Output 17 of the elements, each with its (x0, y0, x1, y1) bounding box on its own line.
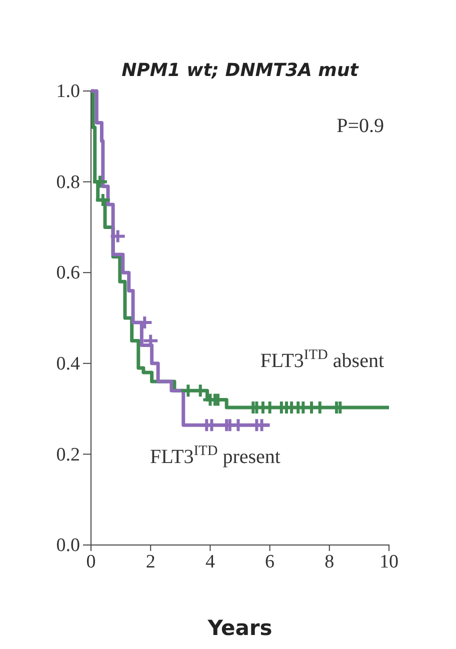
y-tick-label: 0.8 (56, 172, 80, 193)
x-axis-title: Years (206, 616, 272, 640)
x-tick-label: 6 (265, 551, 275, 572)
x-tick-label: 0 (86, 551, 96, 572)
chart-title: NPM1 wt; DNMT3A mut (122, 60, 360, 81)
x-tick-label: 2 (146, 551, 156, 572)
y-tick-label: 0.6 (56, 262, 80, 284)
annotation: P=0.9 (336, 115, 384, 137)
x-tick-label: 10 (380, 551, 398, 572)
y-tick-label: 0.2 (56, 444, 80, 466)
y-tick-label: 0.4 (56, 353, 80, 374)
y-tick-label: 1.0 (56, 81, 80, 102)
annotation: FLT3$^{ITD}$ present (150, 443, 281, 468)
x-tick-label: 8 (324, 551, 334, 572)
y-tick-label: 0.0 (56, 535, 80, 556)
annotation: FLT3$^{ITD}$ absent (260, 347, 384, 372)
x-tick-label: 4 (205, 551, 216, 572)
